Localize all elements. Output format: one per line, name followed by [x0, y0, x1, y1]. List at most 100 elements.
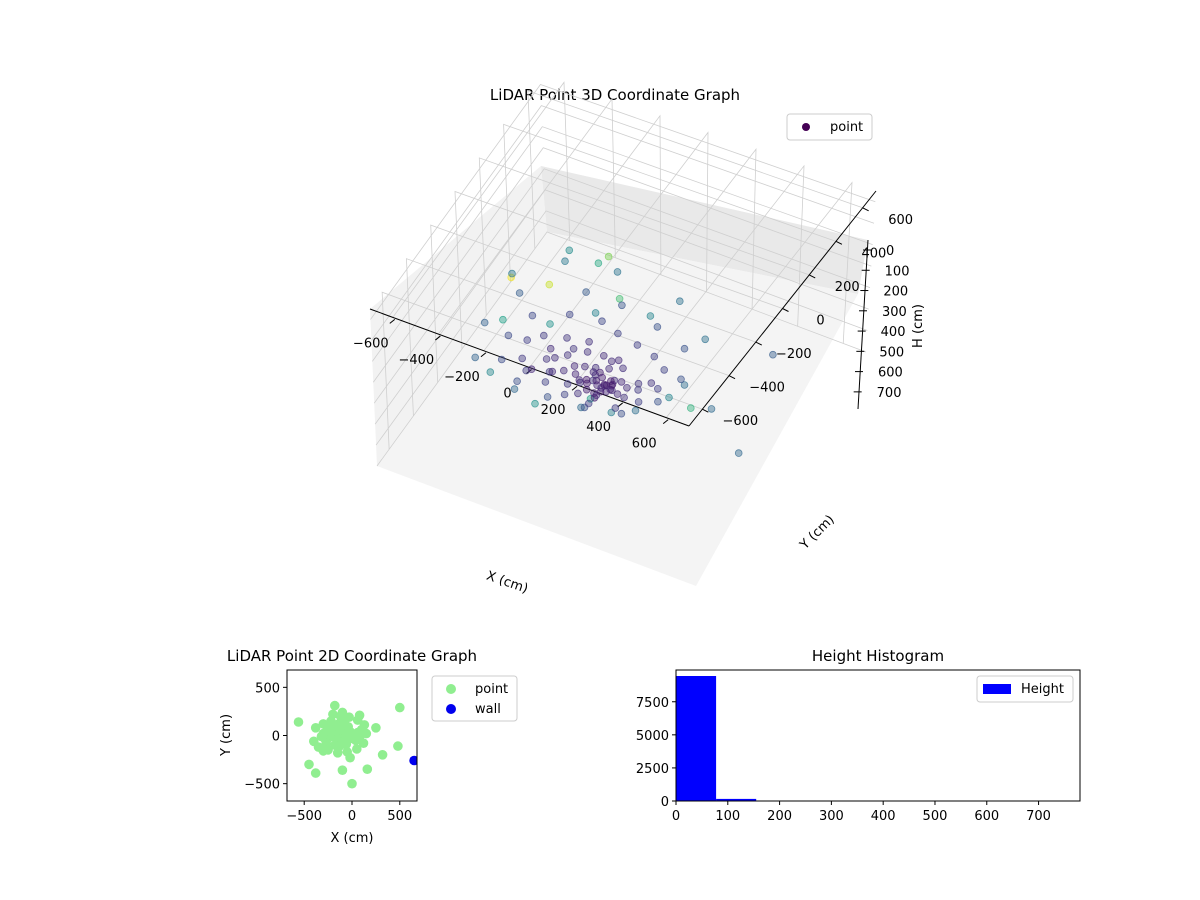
data-point-point — [330, 700, 340, 711]
data-point — [769, 350, 777, 359]
grid-line-z — [372, 147, 872, 383]
data-point-point — [337, 707, 348, 718]
data-point — [675, 297, 684, 306]
legend-swatch-height — [983, 684, 1011, 694]
data-point — [546, 320, 554, 328]
y-tick-label: −400 — [749, 381, 785, 396]
data-point-point — [318, 746, 329, 756]
y-tick — [755, 341, 763, 346]
data-point-point — [395, 702, 405, 713]
pane-back — [541, 166, 868, 294]
x-tick-label: 600 — [974, 809, 999, 824]
data-point — [591, 363, 600, 372]
histogram-frame — [675, 669, 1081, 802]
x-tick-label: 500 — [387, 809, 412, 824]
x-tick-label: −600 — [353, 336, 389, 351]
data-point — [634, 398, 643, 406]
data-point — [680, 381, 689, 389]
data-point-point — [354, 710, 365, 721]
chart-3d-xlabel: X (cm) — [484, 569, 530, 597]
x-tick — [480, 352, 487, 358]
y-tick — [808, 274, 816, 279]
data-point — [560, 390, 569, 399]
pane-left — [370, 166, 547, 466]
chart-3d-axes: −600 −400 −200 0 200 400 600 −600 −400 −200 0 200 40… — [353, 190, 913, 452]
data-point — [618, 301, 626, 310]
data-point-point — [362, 764, 373, 774]
y-tick — [862, 207, 869, 212]
chart-2d-title: LiDAR Point 2D Coordinate Graph — [227, 647, 477, 665]
x-tick-label: −500 — [286, 809, 322, 824]
data-point — [590, 389, 598, 397]
data-point — [665, 393, 673, 402]
data-point — [504, 331, 513, 340]
data-point-point — [393, 741, 403, 751]
data-point-point — [359, 720, 370, 730]
y-tick-label: 0 — [272, 730, 280, 745]
chart-3d-panes — [370, 166, 868, 586]
z-tick-label: 200 — [883, 285, 908, 300]
data-point — [559, 366, 568, 375]
grid-line-y — [478, 157, 810, 316]
grid-line-z — [371, 105, 875, 341]
data-point — [545, 280, 554, 289]
data-point-point — [310, 723, 321, 733]
data-point — [593, 381, 601, 390]
y-tick-label: 400 — [862, 246, 887, 261]
x-tick — [662, 419, 669, 425]
x-tick-label: 200 — [767, 809, 792, 824]
data-point — [513, 377, 521, 386]
data-point-point — [352, 744, 362, 754]
data-point — [510, 385, 519, 393]
z-tick-label: 100 — [885, 264, 910, 279]
z-tick-label: 300 — [882, 305, 907, 320]
y-tick-label: 2500 — [636, 762, 669, 777]
data-point — [602, 387, 610, 396]
data-point — [531, 399, 539, 408]
legend-label-point: point — [830, 120, 863, 135]
y-tick-label: 0 — [816, 314, 824, 329]
grid-line-z — [374, 189, 869, 425]
data-point — [563, 334, 571, 342]
data-point — [620, 393, 628, 402]
data-point — [600, 380, 609, 389]
data-point — [607, 377, 615, 385]
data-point — [563, 351, 572, 359]
grid-line-y — [454, 190, 783, 350]
grid-line-x — [574, 148, 757, 385]
data-point — [570, 362, 579, 370]
grid-line-y — [381, 291, 703, 450]
data-point — [631, 406, 640, 415]
grid-line-x — [665, 181, 853, 418]
x-tick-label: 0 — [348, 809, 356, 824]
data-point — [596, 387, 605, 396]
data-point — [471, 353, 480, 362]
data-point — [604, 252, 613, 261]
data-point-point — [347, 778, 357, 789]
x-tick — [571, 385, 578, 391]
y-tick-label: −600 — [722, 414, 758, 429]
z-tick-label: 0 — [886, 244, 894, 259]
y-tick-label: −500 — [244, 778, 280, 793]
x-tick-label: 500 — [923, 809, 948, 824]
data-point — [594, 259, 603, 268]
data-point — [486, 368, 495, 376]
z-axis-line — [857, 239, 869, 410]
data-point-point — [332, 748, 343, 758]
y-tick-label: 7500 — [636, 696, 669, 711]
y-tick-label: 200 — [835, 280, 860, 295]
data-point — [614, 329, 622, 338]
data-point — [518, 354, 526, 363]
data-point — [701, 335, 709, 344]
x-tick-label: 600 — [632, 437, 657, 452]
data-point — [607, 357, 616, 366]
data-point — [734, 449, 743, 457]
data-point — [546, 344, 555, 353]
data-point — [619, 364, 627, 373]
histogram-legend: Height — [976, 675, 1074, 703]
z-tick-label: 400 — [881, 325, 906, 340]
y-tick-label: 600 — [888, 213, 913, 228]
data-point — [543, 393, 552, 401]
data-point — [497, 355, 506, 364]
